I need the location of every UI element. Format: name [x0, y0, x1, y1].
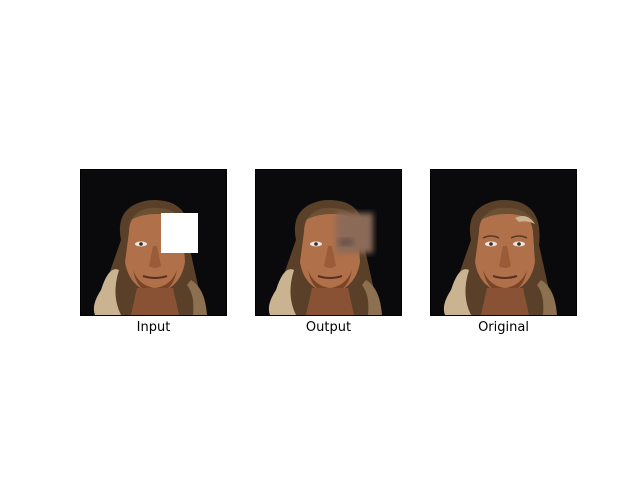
input-panel: Input	[80, 169, 227, 336]
original-face-image	[431, 170, 576, 315]
output-image	[255, 169, 402, 316]
original-caption: Original	[478, 320, 529, 335]
original-panel: Original	[430, 169, 577, 336]
output-panel: Output	[255, 169, 402, 336]
input-image	[80, 169, 227, 316]
output-face-image	[256, 170, 401, 315]
output-caption: Output	[305, 320, 352, 335]
original-image	[430, 169, 577, 316]
input-caption: Input	[136, 320, 171, 335]
input-face-image	[81, 170, 226, 315]
